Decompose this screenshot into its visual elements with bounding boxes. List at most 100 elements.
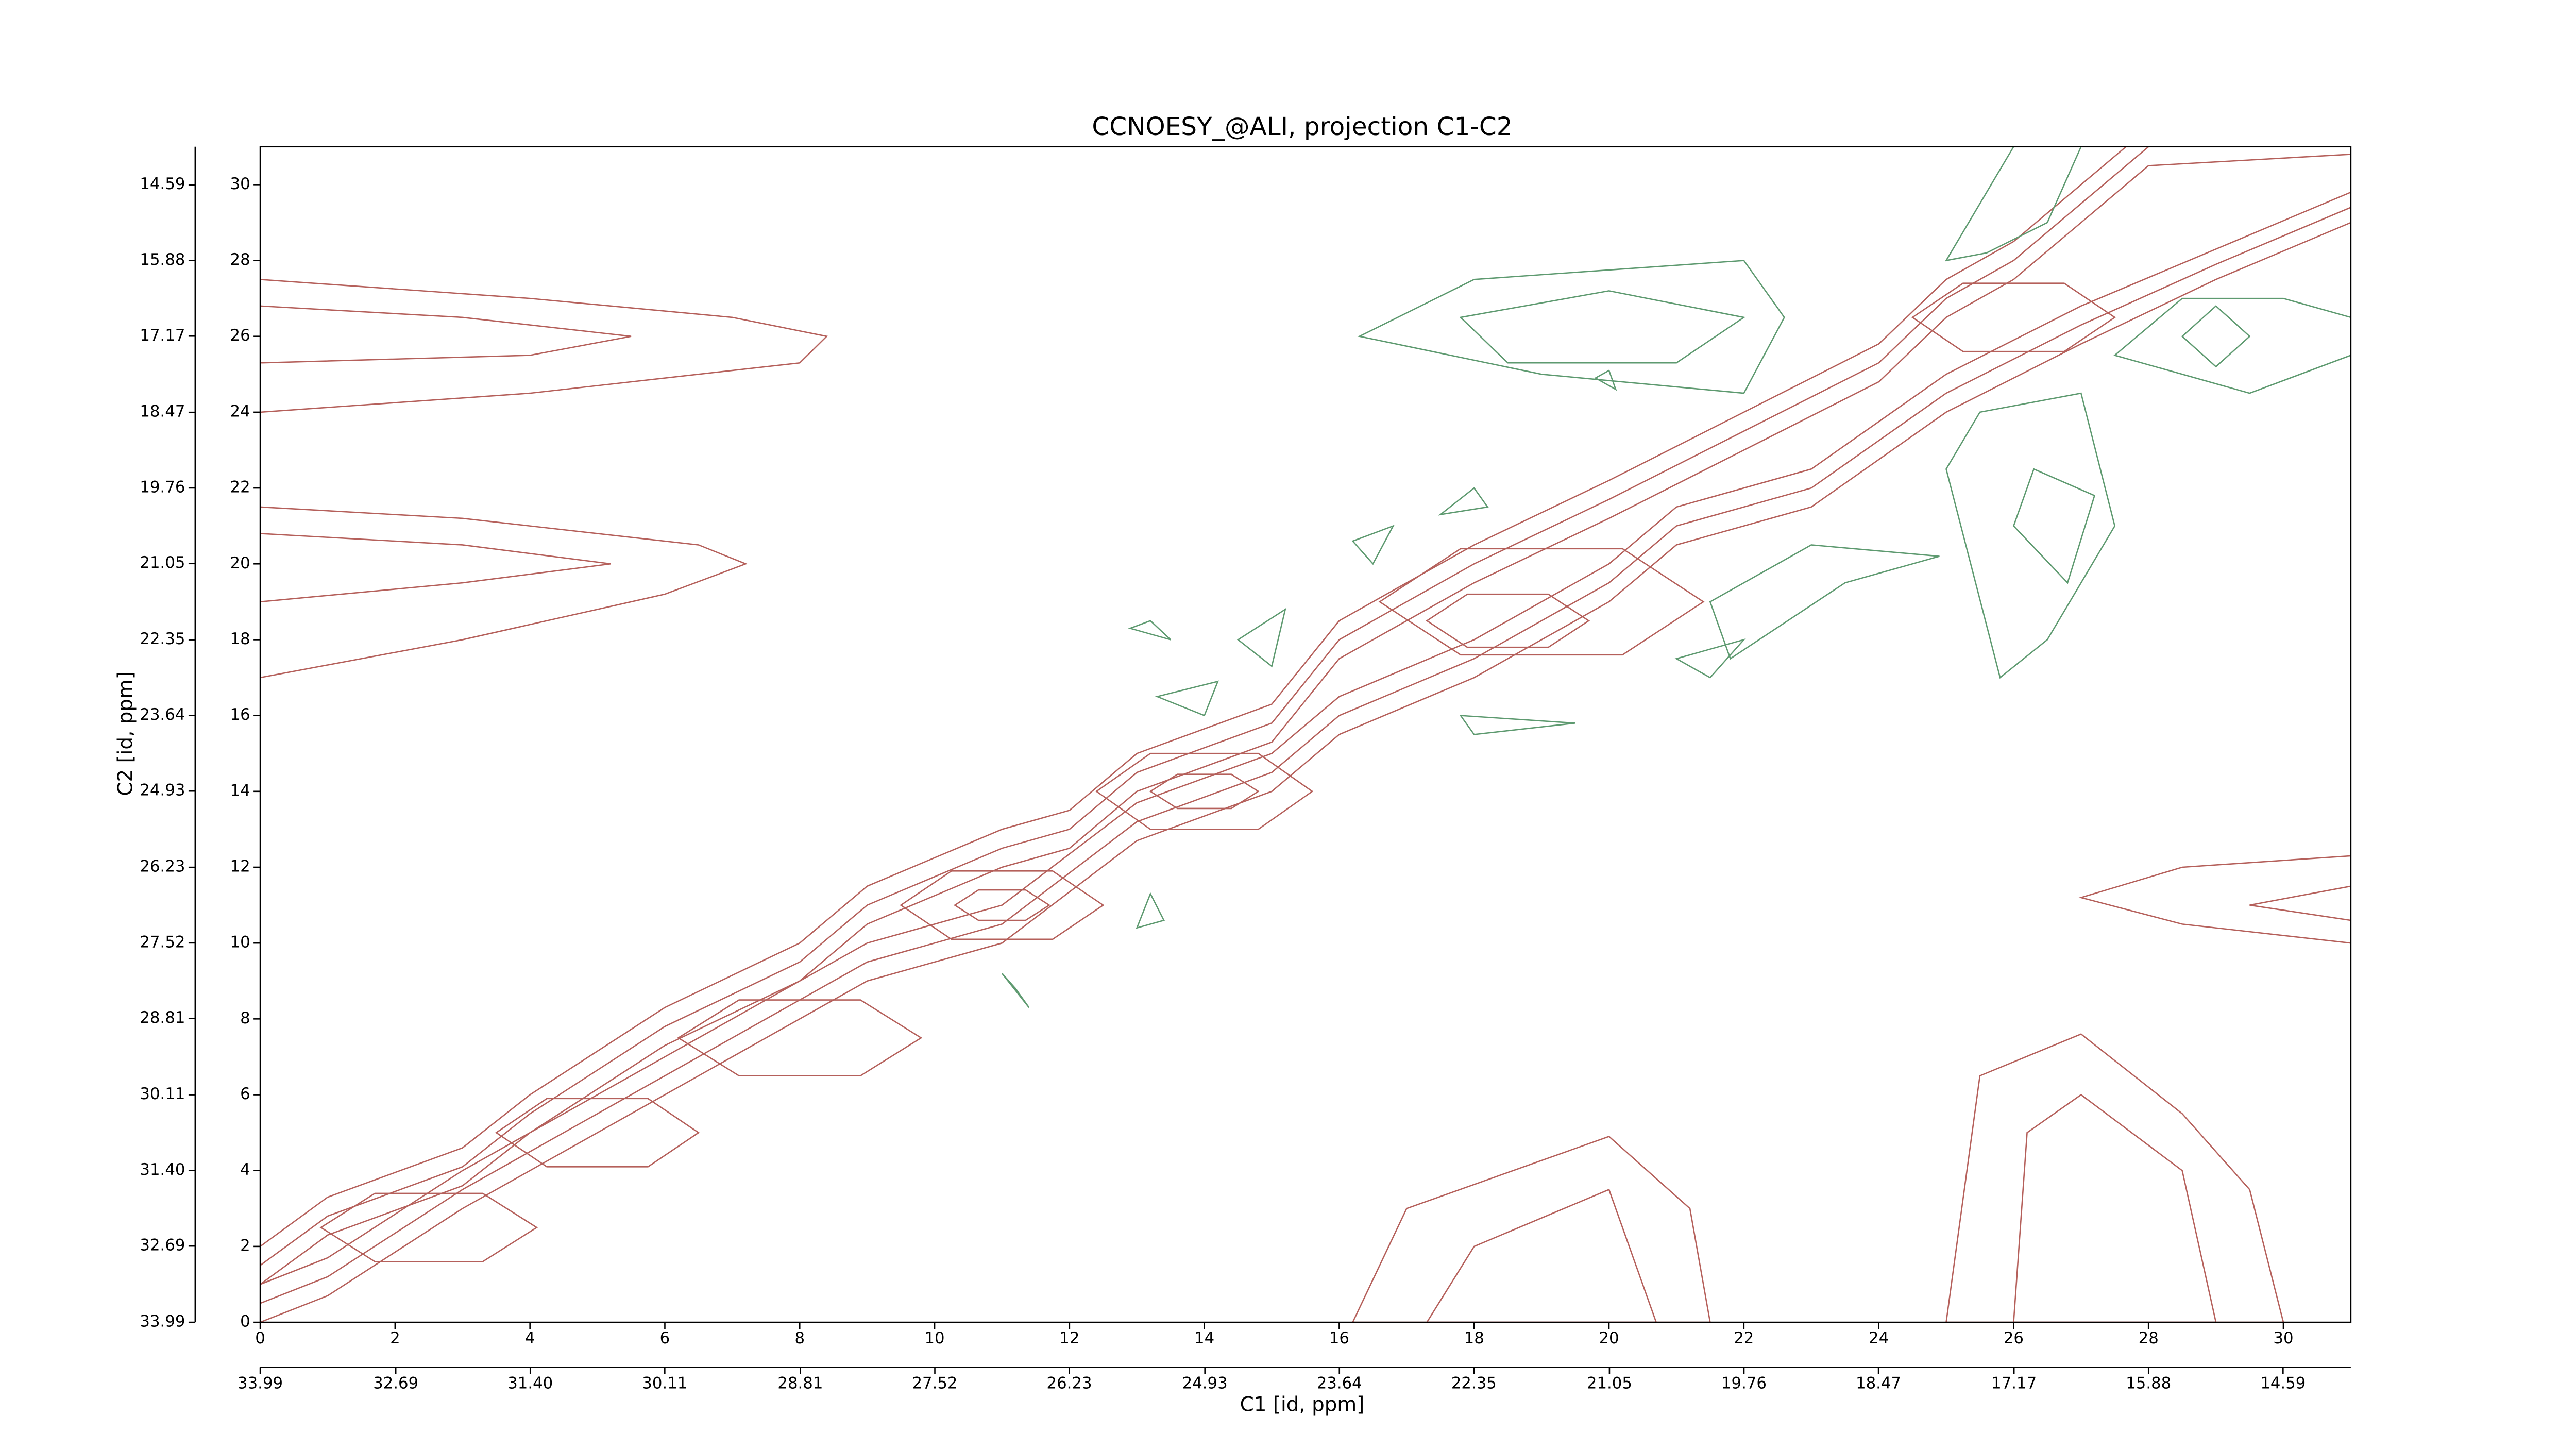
x2-tick-label: 27.52 bbox=[912, 1374, 957, 1392]
y-tick-label: 4 bbox=[240, 1160, 250, 1179]
y-tick-label: 16 bbox=[230, 705, 250, 724]
y2-tick-label: 15.88 bbox=[140, 250, 185, 269]
contour-line bbox=[1594, 369, 1617, 391]
contour-line bbox=[1945, 392, 2116, 679]
y-tick-label: 14 bbox=[230, 781, 250, 800]
contour-line bbox=[2249, 885, 2351, 921]
y2-tick-label: 26.23 bbox=[140, 857, 185, 876]
x2-tick-label: 30.11 bbox=[642, 1374, 687, 1392]
contour-line bbox=[1378, 548, 1705, 656]
y2-tick-label: 14.59 bbox=[140, 175, 185, 193]
y-tick-label: 0 bbox=[240, 1312, 250, 1331]
contour-line bbox=[1911, 282, 2116, 352]
y-tick-label: 18 bbox=[230, 630, 250, 648]
x2-tick-label: 31.40 bbox=[507, 1374, 553, 1392]
y-tick-label: 2 bbox=[240, 1236, 250, 1255]
contour-line bbox=[260, 146, 2351, 1304]
x-tick-label: 26 bbox=[2004, 1329, 2024, 1347]
contour-line bbox=[1459, 290, 1746, 364]
y2-tick-label: 23.64 bbox=[140, 705, 185, 724]
y-tick-label: 24 bbox=[230, 402, 250, 420]
contour-line bbox=[260, 506, 748, 679]
contour-line bbox=[1352, 1136, 1711, 1323]
contour-line bbox=[2012, 468, 2096, 584]
x2-tick-label: 22.35 bbox=[1451, 1374, 1497, 1392]
contour-line bbox=[1095, 752, 1314, 830]
y2-tick-label: 30.11 bbox=[140, 1085, 185, 1103]
x-tick-label: 16 bbox=[1329, 1329, 1349, 1347]
y2-tick-label: 18.47 bbox=[140, 402, 185, 421]
y2-tick-label: 27.52 bbox=[140, 933, 185, 951]
contour-line bbox=[677, 999, 923, 1077]
x-tick-label: 6 bbox=[660, 1329, 670, 1347]
x-tick-label: 12 bbox=[1059, 1329, 1079, 1347]
contour-line bbox=[1438, 487, 1489, 516]
x2-tick-label: 19.76 bbox=[1721, 1374, 1767, 1392]
contour-line bbox=[1674, 638, 1746, 679]
y2-tick-label: 17.17 bbox=[140, 326, 185, 345]
contour-line bbox=[900, 870, 1105, 940]
contour-line bbox=[2181, 305, 2251, 368]
y-tick-label: 22 bbox=[230, 478, 250, 497]
y-tick-label: 10 bbox=[230, 933, 250, 952]
contour-line bbox=[1944, 146, 2082, 262]
y-tick-label: 28 bbox=[230, 250, 250, 269]
contour-line bbox=[1136, 892, 1165, 929]
x2-tick-label: 18.47 bbox=[1856, 1374, 1901, 1392]
y-tick-label: 20 bbox=[230, 554, 250, 572]
x2-tick-label: 24.93 bbox=[1182, 1374, 1228, 1392]
x2-tick-label: 28.81 bbox=[777, 1374, 823, 1392]
x2-tick-label: 32.69 bbox=[373, 1374, 418, 1392]
y-axis-label: C2 [id, ppm] bbox=[114, 671, 138, 796]
contour-line bbox=[1426, 1188, 1657, 1323]
contour-line bbox=[1149, 773, 1260, 810]
y-tick-label: 30 bbox=[230, 175, 250, 193]
y-tick-label: 6 bbox=[240, 1085, 250, 1103]
x-tick-label: 20 bbox=[1599, 1329, 1619, 1347]
contour-line bbox=[1709, 544, 1940, 660]
plot-frame bbox=[259, 146, 2352, 1323]
x2-tick-label: 17.17 bbox=[1991, 1374, 2037, 1392]
x2-tick-label: 26.23 bbox=[1047, 1374, 1092, 1392]
y2-tick-label: 28.81 bbox=[140, 1008, 185, 1027]
x-tick-label: 0 bbox=[255, 1329, 265, 1347]
x-axis-label: C1 [id, ppm] bbox=[1240, 1393, 1365, 1416]
x-tick-label: 28 bbox=[2139, 1329, 2159, 1347]
x-tick-label: 8 bbox=[794, 1329, 805, 1347]
contour-line bbox=[1945, 1033, 2284, 1323]
contour-line bbox=[1001, 973, 1030, 1008]
contour-line bbox=[1128, 620, 1172, 641]
contour-line bbox=[1426, 593, 1590, 648]
x-tick-label: 14 bbox=[1194, 1329, 1214, 1347]
x-tick-label: 10 bbox=[924, 1329, 944, 1347]
contour-line bbox=[1357, 260, 1785, 394]
contour-line bbox=[260, 305, 632, 364]
x-tick-label: 4 bbox=[525, 1329, 535, 1347]
y-tick-label: 8 bbox=[240, 1009, 250, 1027]
y2-tick-label: 22.35 bbox=[140, 630, 185, 648]
contour-line bbox=[495, 1098, 700, 1168]
contour-line bbox=[260, 154, 2351, 1285]
x2-tick-label: 21.05 bbox=[1587, 1374, 1632, 1392]
contour-line bbox=[2013, 1093, 2217, 1323]
contour-layer bbox=[260, 146, 2351, 1323]
contour-line bbox=[1236, 608, 1286, 668]
chart-title: CCNOESY_@ALI, projection C1-C2 bbox=[1092, 112, 1512, 141]
contour-line bbox=[2078, 855, 2351, 944]
x-tick-label: 18 bbox=[1464, 1329, 1484, 1347]
contour-line bbox=[260, 146, 2351, 1323]
y2-tick-label: 21.05 bbox=[140, 553, 185, 572]
x-tick-label: 22 bbox=[1734, 1329, 1754, 1347]
contour-line bbox=[1155, 680, 1219, 717]
y2-tick-label: 32.69 bbox=[140, 1236, 185, 1255]
x-tick-label: 24 bbox=[1869, 1329, 1889, 1347]
contour-line bbox=[1351, 525, 1395, 565]
y2-tick-label: 31.40 bbox=[140, 1160, 185, 1179]
x-tick-label: 30 bbox=[2273, 1329, 2293, 1347]
contour-line bbox=[319, 1192, 538, 1262]
x2-tick-label: 15.88 bbox=[2126, 1374, 2171, 1392]
x2-tick-label: 23.64 bbox=[1317, 1374, 1362, 1392]
x2-tick-label: 33.99 bbox=[238, 1374, 283, 1392]
